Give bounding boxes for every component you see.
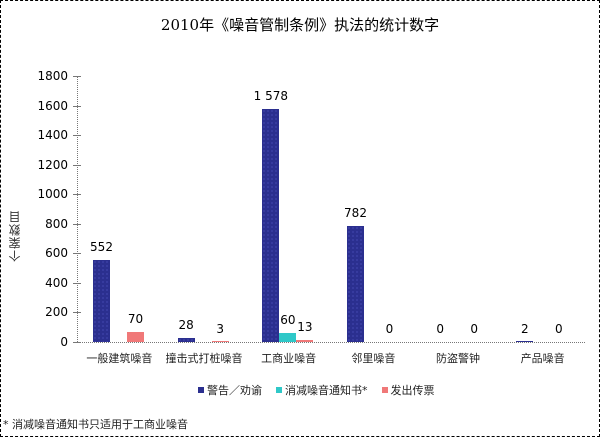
y-tick-label: 1200 <box>37 157 68 172</box>
y-tick <box>73 194 81 196</box>
category-label: 产品噪音 <box>520 352 565 365</box>
legend: 警告／劝谕 消减噪音通知书* 发出传票 <box>198 382 435 398</box>
y-tick-label: 0 <box>60 335 68 349</box>
y-tick <box>73 135 81 137</box>
value-label: 13 <box>297 320 313 335</box>
y-tick-label: 1800 <box>37 69 68 83</box>
legend-item: 警告／劝谕 <box>198 382 262 398</box>
legend-swatch-icon <box>276 387 282 393</box>
y-tick <box>73 312 81 314</box>
value-label: 0 <box>555 322 563 336</box>
y-tick-label: 600 <box>45 246 68 261</box>
x-axis <box>77 342 585 343</box>
y-axis <box>77 76 78 342</box>
value-label: 60 <box>280 313 296 328</box>
chart-title: 2010年《噪音管制条例》执法的统计数字 <box>160 16 440 34</box>
value-label: 0 <box>385 322 394 336</box>
bar <box>279 333 297 342</box>
y-tick <box>73 105 81 107</box>
bar <box>211 341 229 342</box>
value-label: 2 <box>521 321 529 336</box>
y-tick-label: 800 <box>45 216 68 231</box>
value-label: 552 <box>90 240 113 255</box>
value-label: 70 <box>127 311 144 326</box>
legend-label: 警告／劝谕 <box>207 384 262 397</box>
legend-item: 发出传票 <box>381 382 435 398</box>
bar <box>296 340 314 342</box>
category-label: 邻里噪音 <box>351 352 396 365</box>
value-label: 28 <box>178 317 194 332</box>
bar <box>347 226 364 342</box>
legend-swatch-icon <box>381 387 388 393</box>
y-tick-label: 200 <box>45 305 68 320</box>
legend-label: 发出传票 <box>390 384 435 397</box>
category-label: 工商业噪音 <box>261 352 317 365</box>
y-tick-label: 1400 <box>37 128 68 143</box>
value-label: 1 578 <box>253 88 288 103</box>
bar <box>516 341 534 342</box>
category-label: 一般建筑噪音 <box>86 352 153 365</box>
y-tick <box>73 164 81 166</box>
value-label: 782 <box>344 206 367 221</box>
y-tick-label: 1000 <box>37 187 68 202</box>
y-tick <box>73 253 81 255</box>
value-label: 3 <box>216 321 224 336</box>
y-tick-label: 1600 <box>37 98 68 113</box>
value-label: 0 <box>436 322 444 336</box>
y-tick <box>73 282 81 284</box>
category-label: 撞击式打桩噪音 <box>165 352 243 365</box>
legend-swatch-icon <box>198 387 204 393</box>
y-tick <box>73 342 81 343</box>
bar <box>262 108 280 342</box>
legend-item: 消减噪音通知书* <box>276 382 368 398</box>
value-label: 0 <box>470 322 478 336</box>
y-tick <box>73 76 81 77</box>
legend-label: 消减噪音通知书* <box>285 384 368 397</box>
y-tick-label: 400 <box>45 275 68 290</box>
footnote: * 消减噪音通知书只适用于工商业噪音 <box>3 418 188 431</box>
bar <box>127 331 144 342</box>
category-label: 防盗警钟 <box>436 352 480 365</box>
bar <box>177 337 195 342</box>
bar <box>93 260 110 342</box>
y-tick <box>73 223 81 225</box>
